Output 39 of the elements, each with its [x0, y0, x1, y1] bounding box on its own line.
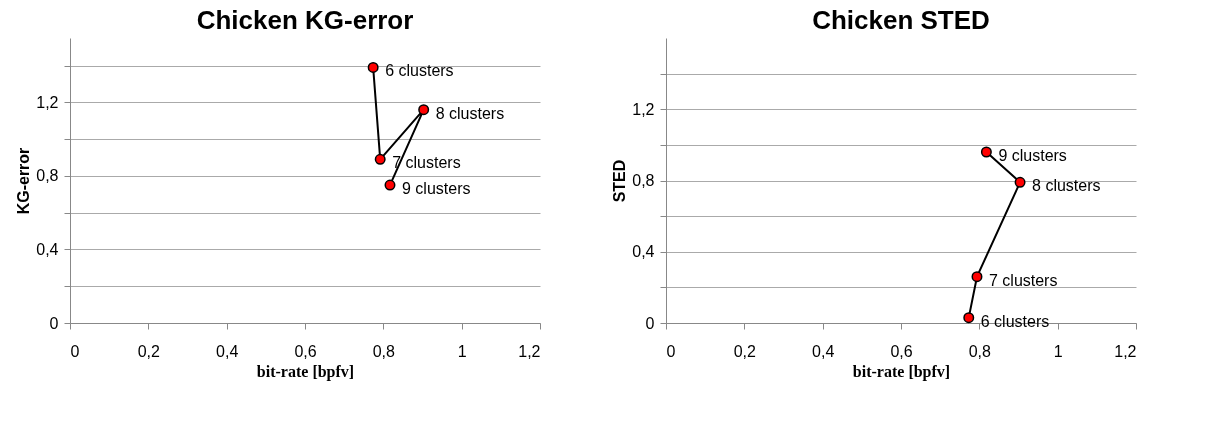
point [963, 312, 975, 324]
annotation: 9 clusters [401, 180, 471, 198]
x-tick-label: 0,4 [216, 342, 239, 360]
x-tick-label: 0 [666, 342, 676, 360]
y-axis-title: STED [611, 159, 629, 203]
x-tick-label: 0,8 [968, 342, 992, 360]
annotation: 9 clusters [998, 147, 1067, 164]
y-tick-label: 0,8 [632, 172, 655, 189]
x-tick-label: 0,4 [812, 342, 835, 360]
annotation: 7 clusters [988, 271, 1058, 289]
point [1014, 176, 1026, 188]
y-tick-label: 0,4 [632, 243, 655, 261]
chart-title: Chicken STED [812, 5, 990, 35]
x-tick-label: 1 [457, 342, 467, 360]
x-tick-label: 1 [1053, 342, 1063, 360]
x-tick-label: 0,2 [733, 342, 757, 360]
point [971, 271, 983, 283]
chart-title: Chicken KG-error [196, 5, 414, 35]
x-tick-label: 0,6 [890, 342, 913, 360]
x-tick-label: 1,2 [1114, 342, 1137, 360]
annotation: 8 clusters [1032, 177, 1101, 195]
x-axis-title: bit-rate [bpfv] [852, 362, 951, 381]
annotation: 6 clusters [980, 312, 1050, 330]
y-tick-label: 1,2 [36, 93, 59, 111]
x-tick-label: 0,8 [372, 342, 396, 360]
x-tick-label: 1,2 [518, 342, 541, 360]
annotation: 8 clusters [435, 104, 505, 122]
x-tick-label: 0 [70, 342, 80, 360]
x-tick-label: 0,6 [294, 342, 317, 360]
y-axis-title: KG-error [15, 147, 33, 215]
y-tick-label: 1,2 [632, 100, 655, 118]
y-tick-label: 0,8 [36, 167, 59, 185]
y-tick-label: 0,4 [36, 240, 59, 258]
y-tick-label: 0 [645, 314, 655, 332]
x-axis-title: bit-rate [bpfv] [256, 362, 355, 381]
x-tick-label: 0,2 [137, 342, 161, 360]
y-tick-label: 0 [49, 314, 59, 332]
point [980, 146, 992, 158]
annotation: 6 clusters [385, 62, 454, 80]
